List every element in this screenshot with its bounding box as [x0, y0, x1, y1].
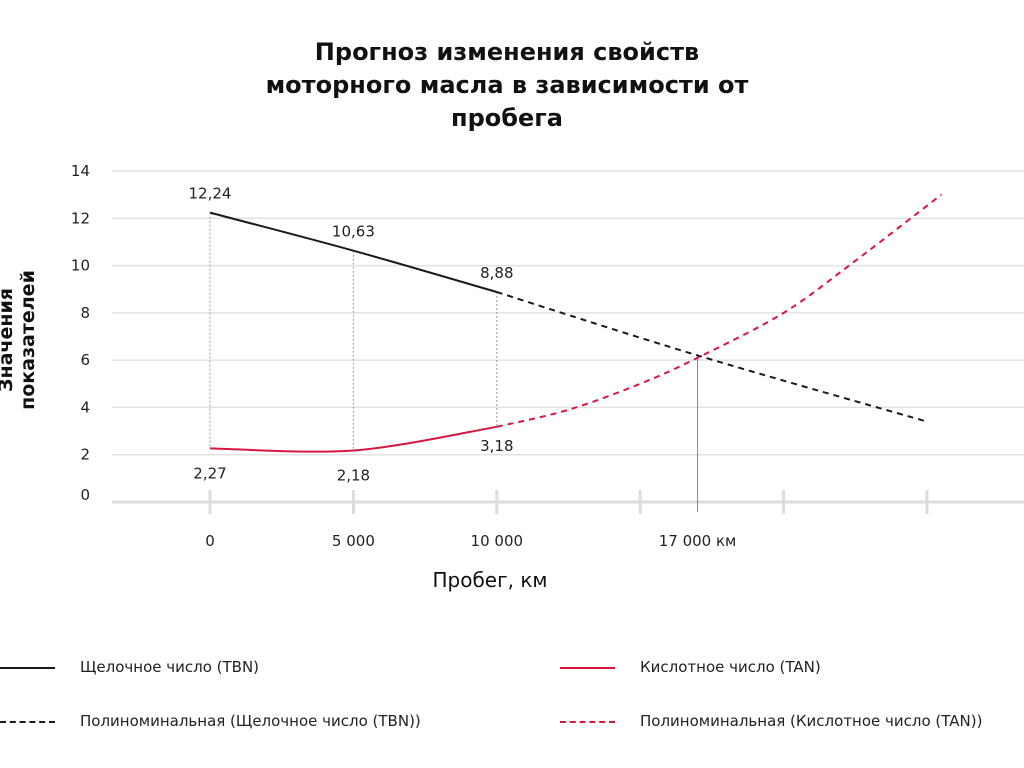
- legend-swatch-tan: [560, 667, 615, 669]
- x-axis-label: Пробег, км: [432, 568, 548, 592]
- y-tick-label: 4: [80, 398, 90, 416]
- y-tick-label: 14: [71, 162, 90, 180]
- data-label: 2,27: [193, 464, 226, 482]
- data-label: 2,18: [337, 466, 370, 484]
- y-tick-label: 10: [71, 257, 90, 275]
- series-line-2: [496, 291, 928, 423]
- legend-tbn-trend: Полиноминальная (Щелочное число (TBN)): [80, 712, 421, 730]
- data-label: 8,88: [480, 264, 513, 282]
- legend-tan: Кислотное число (TAN): [640, 658, 821, 676]
- legend-swatch-tan-trend: [560, 721, 615, 723]
- series-line-3: [496, 193, 942, 428]
- y-tick-label: 12: [71, 209, 90, 227]
- x-tick-label: 10 000: [471, 532, 524, 550]
- legend-swatch-tbn: [0, 667, 55, 669]
- x-tick-label: 17 000 км: [659, 532, 737, 550]
- legend-swatch-tbn-trend: [0, 721, 55, 723]
- y-tick-label: 2: [80, 446, 90, 464]
- y-tick-label: 8: [80, 304, 90, 322]
- legend-tan-trend: Полиноминальная (Кислотное число (TAN)): [640, 712, 983, 730]
- data-label: 12,24: [189, 185, 232, 203]
- series-line-1: [209, 425, 497, 453]
- data-label: 3,18: [480, 437, 513, 455]
- y-tick-label: 0: [80, 486, 90, 504]
- x-tick-label: 0: [205, 532, 215, 550]
- data-label: 10,63: [332, 223, 375, 241]
- y-tick-label: 6: [80, 351, 90, 369]
- chart-title: Прогноз изменения свойств моторного масл…: [265, 38, 749, 132]
- series-line-0: [209, 211, 498, 294]
- legend-tbn: Щелочное число (TBN): [80, 658, 260, 676]
- x-tick-label: 5 000: [332, 532, 375, 550]
